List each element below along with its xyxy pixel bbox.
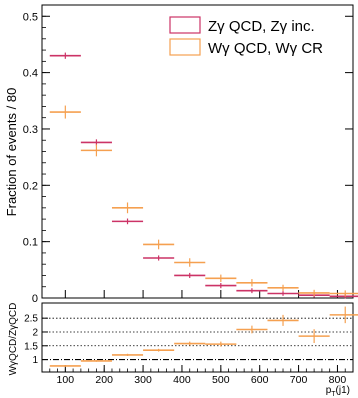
main-y-tick-label: 0.5 — [23, 11, 38, 23]
main-y-tick-label: 0.1 — [23, 237, 38, 249]
main-y-tick-label: 0.3 — [23, 124, 38, 136]
ratio-x-tick-label: 100 — [57, 374, 75, 386]
ratio-x-tick-label: 500 — [212, 374, 230, 386]
legend-swatch-zgamma — [169, 16, 201, 34]
main-marks — [49, 52, 358, 299]
ratio-x-tick-label: 400 — [173, 374, 191, 386]
ratio-x-tick-label: 300 — [134, 374, 152, 386]
main-y-tick-label: 0.4 — [23, 68, 38, 80]
legend-label-zgamma: Zγ QCD, Zγ inc. — [208, 18, 315, 35]
main-y-tick-label: 0 — [32, 293, 38, 305]
ratio-ylabel: WγQCD/ZγQCD — [8, 303, 19, 376]
ratio-x-tick-label: 700 — [290, 374, 308, 386]
ratio-marks — [49, 306, 358, 367]
ratio-y-tick-label: 1.5 — [24, 341, 38, 352]
ratio-x-tick-label: 600 — [251, 374, 269, 386]
ratio-y-tick-label: 2.5 — [24, 314, 38, 325]
ratio-reference-lines — [42, 317, 353, 361]
ratio-y-axis: 1 1.5 2 2.5 — [24, 314, 48, 366]
ratio-xlabel: pT(j1) — [326, 385, 350, 398]
main-y-tick-label: 0.2 — [23, 180, 38, 192]
legend: Zγ QCD, Zγ inc. Wγ QCD, Wγ CR — [169, 16, 323, 57]
ratio-y-tick-label: 1 — [32, 355, 38, 366]
ratio-x-tick-label: 200 — [95, 374, 113, 386]
ratio-x-axis: 100 200 300 400 500 600 700 800 — [49, 365, 354, 386]
legend-label-wgamma: Wγ QCD, Wγ CR — [208, 40, 323, 57]
ratio-y-tick-label: 2 — [32, 327, 38, 338]
main-y-axis: 0 0.1 0.2 0.3 0.4 0.5 — [23, 4, 353, 305]
legend-swatch-wgamma — [169, 38, 201, 56]
main-ylabel: Fraction of events / 80 — [4, 88, 19, 217]
main-panel: Fraction of events / 80 0 0.1 0.2 0.3 0.4 0.5… — [4, 4, 358, 305]
ratio-x-tick-label: 800 — [329, 374, 347, 386]
ratio-panel: WγQCD/ZγQCD 1 1.5 2 2.5 100 200 300 400 500 600 7… — [8, 302, 358, 398]
